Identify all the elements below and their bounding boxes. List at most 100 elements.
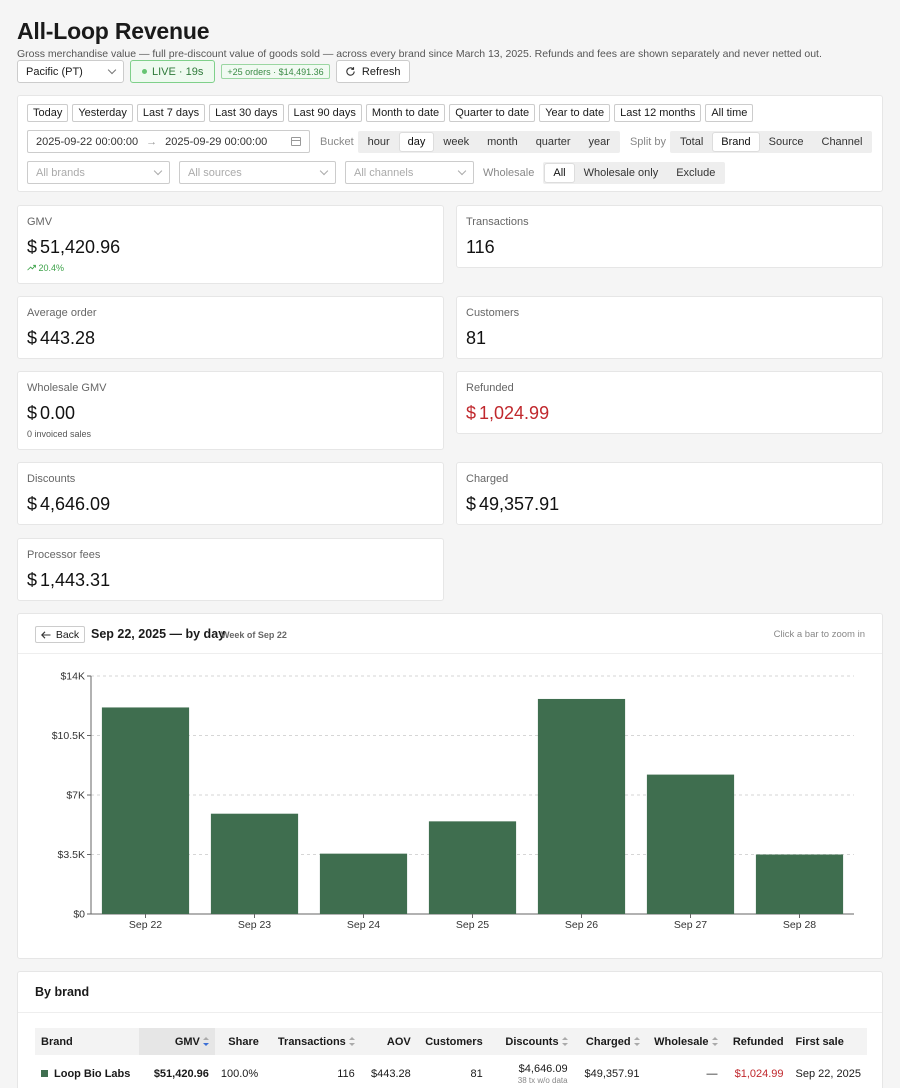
bucket-hour[interactable]: hour xyxy=(367,135,390,148)
brands-select[interactable]: All brands xyxy=(27,161,170,184)
cell-gmv: $51,420.96 xyxy=(138,1055,215,1088)
stat-card-wholesale-gmv: Wholesale GMV $0.00 0 invoiced sales xyxy=(17,371,444,450)
col-wholesale[interactable]: Wholesale xyxy=(645,1028,724,1055)
bar[interactable] xyxy=(537,698,626,914)
preset-yesterday[interactable]: Yesterday xyxy=(72,104,133,122)
cell-first-sale: Sep 22, 2025 xyxy=(789,1055,867,1088)
col-customers: Customers xyxy=(416,1028,489,1055)
chevron-down-icon xyxy=(107,65,117,75)
split-toggle: Total Brand Source Channel xyxy=(670,130,873,153)
stat-value: $443.28 xyxy=(27,328,95,349)
stat-value: $51,420.96 xyxy=(27,237,120,258)
page-subtitle: Gross merchandise value — full pre-disco… xyxy=(17,48,822,60)
brand-name: Loop Bio Labs xyxy=(54,1067,131,1080)
split-channel[interactable]: Channel xyxy=(821,135,863,148)
stat-card-refunded: Refunded $1,024.99 xyxy=(456,371,883,434)
preset-last-12-months[interactable]: Last 12 months xyxy=(614,104,702,122)
chart-week-label: Week of Sep 22 xyxy=(221,630,287,640)
preset-today[interactable]: Today xyxy=(27,104,69,122)
refresh-button[interactable]: Refresh xyxy=(335,60,410,83)
bucket-year[interactable]: year xyxy=(588,135,610,148)
customers-value: 81 xyxy=(466,328,487,348)
fees-value: 1,443.31 xyxy=(40,570,111,590)
stat-label: GMV xyxy=(27,216,53,228)
preset-quarter-to-date[interactable]: Quarter to date xyxy=(449,104,536,122)
cell-discounts: $4,646.09 38 tx w/o data xyxy=(488,1055,574,1088)
bar[interactable] xyxy=(646,774,735,914)
stat-value: $49,357.91 xyxy=(466,494,559,515)
transactions-value: 116 xyxy=(466,237,495,257)
stat-label: Processor fees xyxy=(27,549,101,561)
date-presets: Today Yesterday Last 7 days Last 30 days… xyxy=(27,104,754,122)
back-button[interactable]: Back xyxy=(35,626,85,643)
stat-card-customers: Customers 81 xyxy=(456,296,883,359)
split-total[interactable]: Total xyxy=(680,135,704,148)
bucket-label: Bucket xyxy=(320,135,354,148)
sources-select[interactable]: All sources xyxy=(179,161,336,184)
table-row[interactable]: Loop Bio Labs $51,420.96 100.0% 116 $443… xyxy=(35,1055,867,1088)
bucket-day[interactable]: day xyxy=(399,132,434,151)
date-range-picker[interactable]: 2025-09-22 00:00:00 → 2025-09-29 00:00:0… xyxy=(27,130,310,153)
col-transactions[interactable]: Transactions xyxy=(264,1028,361,1055)
wholesale-all[interactable]: All xyxy=(545,163,574,182)
split-brand[interactable]: Brand xyxy=(713,132,759,151)
discounts-value: 4,646.09 xyxy=(40,494,111,514)
col-gmv-label: GMV xyxy=(174,1035,200,1048)
chevron-down-icon xyxy=(153,166,163,176)
bar[interactable] xyxy=(755,854,844,915)
timezone-select[interactable]: Pacific (PT) xyxy=(17,60,124,83)
aov-value: 443.28 xyxy=(40,328,96,348)
split-source[interactable]: Source xyxy=(768,135,804,148)
preset-last-90-days[interactable]: Last 90 days xyxy=(287,104,362,122)
stat-label: Transactions xyxy=(466,216,529,228)
bar[interactable] xyxy=(428,821,517,914)
col-charged[interactable]: Charged xyxy=(573,1028,646,1055)
bucket-month[interactable]: month xyxy=(487,135,518,148)
cell-customers: 81 xyxy=(416,1055,489,1088)
col-wholesale-label: Wholesale xyxy=(654,1035,709,1048)
cell-share: 100.0% xyxy=(214,1055,265,1088)
cell-wholesale: — xyxy=(645,1055,724,1088)
charged-value: 49,357.91 xyxy=(479,494,560,514)
live-dot-icon xyxy=(142,69,147,74)
preset-all-time[interactable]: All time xyxy=(705,104,754,122)
sort-icon xyxy=(711,1037,718,1047)
brand-color-swatch xyxy=(41,1070,48,1078)
preset-last-7-days[interactable]: Last 7 days xyxy=(136,104,206,122)
channels-select[interactable]: All channels xyxy=(345,161,474,184)
bar[interactable] xyxy=(101,707,190,914)
date-to: 2025-09-29 00:00:00 xyxy=(165,135,268,148)
bar-chart: $0 $3.5K $7K $10.5K $14K Sep 22 Sep 23 Sep 24 Se… xyxy=(52,671,854,931)
preset-month-to-date[interactable]: Month to date xyxy=(365,104,446,122)
live-toggle-button[interactable]: LIVE · 19s xyxy=(130,60,216,83)
preset-year-to-date[interactable]: Year to date xyxy=(539,104,611,122)
discounts-amount: $4,646.09 xyxy=(518,1062,568,1075)
col-discounts[interactable]: Discounts xyxy=(488,1028,574,1055)
filters-panel: Today Yesterday Last 7 days Last 30 days… xyxy=(17,95,883,192)
sort-icon xyxy=(348,1037,355,1047)
currency-symbol: $ xyxy=(27,328,38,348)
stat-card-processor-fees: Processor fees $1,443.31 xyxy=(17,538,444,601)
stat-card-gmv: GMV $51,420.96 20.4% xyxy=(17,205,444,284)
preset-last-30-days[interactable]: Last 30 days xyxy=(209,104,284,122)
y-tick-label: $10.5K xyxy=(52,730,85,742)
bucket-week[interactable]: week xyxy=(443,135,470,148)
bar[interactable] xyxy=(319,853,408,914)
col-refunded: Refunded xyxy=(723,1028,790,1055)
bucket-quarter[interactable]: quarter xyxy=(535,135,571,148)
wholesale-only[interactable]: Wholesale only xyxy=(583,166,659,179)
bar[interactable] xyxy=(210,813,299,914)
stat-value: $0.00 xyxy=(27,403,75,424)
stat-card-discounts: Discounts $4,646.09 xyxy=(17,462,444,525)
col-gmv[interactable]: GMV xyxy=(138,1028,215,1055)
gmv-value: 51,420.96 xyxy=(40,237,121,257)
x-tick-label: Sep 28 xyxy=(783,919,816,931)
wholesale-value: 0.00 xyxy=(40,403,76,423)
gmv-delta: 20.4% xyxy=(27,263,64,273)
wholesale-exclude[interactable]: Exclude xyxy=(676,166,716,179)
x-tick-label: Sep 22 xyxy=(129,919,162,931)
col-transactions-label: Transactions xyxy=(277,1035,346,1048)
discounts-note: 38 tx w/o data xyxy=(517,1075,568,1085)
brand-panel-title: By brand xyxy=(35,985,90,999)
stat-label: Refunded xyxy=(466,382,514,394)
